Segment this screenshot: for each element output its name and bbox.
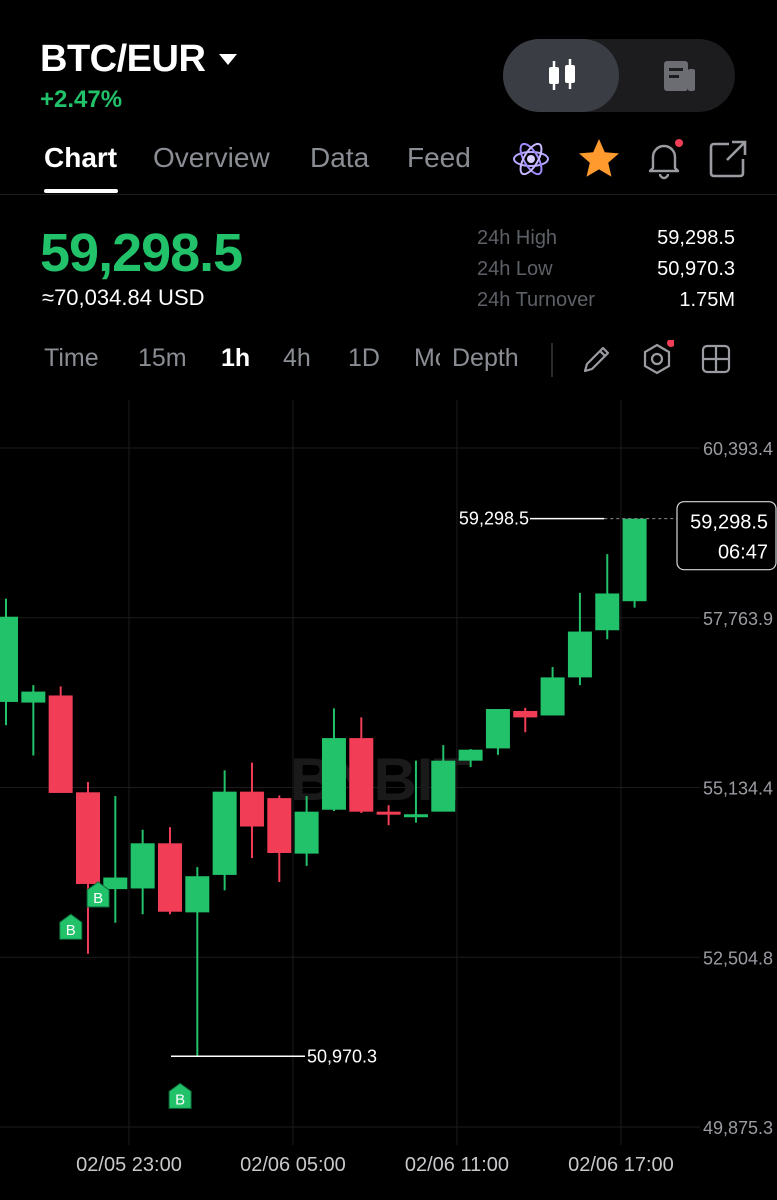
candle-body	[321, 738, 346, 810]
candlestick-view-button[interactable]	[503, 39, 619, 112]
stat-label-24h-low: 24h Low	[477, 258, 553, 280]
current-price-box-value: 59,298.5	[690, 512, 768, 534]
time-axis-label: 02/05 23:00	[76, 1154, 182, 1176]
tab-overview[interactable]: Overview	[153, 142, 270, 173]
pencil-icon[interactable]	[579, 340, 613, 378]
candle-body	[75, 792, 100, 884]
star-icon[interactable]	[576, 136, 622, 182]
time-axis: 02/05 23:00 02/06 05:00 02/06 11:00 02/06 1…	[76, 1154, 674, 1176]
trading-pair-selector[interactable]: BTC/EUR	[40, 38, 238, 81]
candle-body	[595, 593, 620, 631]
candles-layer	[0, 518, 647, 1057]
timeframe-time[interactable]: Time	[44, 344, 99, 372]
stat-value-24h-high: 59,298.5	[657, 227, 735, 249]
buy-marker-tag	[168, 1082, 192, 1109]
buy-marker: B	[59, 913, 83, 940]
candle-body	[212, 791, 237, 875]
price-axis-label: 49,875.3	[703, 1118, 773, 1138]
timeframe-1h[interactable]: 1h	[221, 344, 251, 372]
time-axis-label: 02/06 05:00	[240, 1154, 346, 1176]
stat-value-24h-turnover: 1.75M	[679, 289, 735, 311]
candle-body	[294, 811, 319, 854]
candle-body	[567, 631, 592, 678]
candle-body	[185, 876, 210, 913]
high-price-label: 59,298.5	[459, 509, 529, 529]
view-toggle	[503, 39, 735, 112]
layout-grid-icon[interactable]	[699, 340, 733, 378]
candlestick-icon	[549, 59, 575, 90]
time-axis-label: 02/06 17:00	[568, 1154, 674, 1176]
caret-down-icon	[219, 54, 238, 65]
candle-body	[267, 798, 292, 853]
stat-value-24h-low: 50,970.3	[657, 258, 735, 280]
candle-body	[103, 877, 128, 890]
buy-marker-tag	[86, 881, 110, 908]
price-axis: 60,393.4 57,763.9 55,134.4 52,504.8 49,875.3	[703, 439, 773, 1138]
candle-body	[513, 710, 538, 718]
main-tabs: Chart Overview Data Feed	[0, 130, 777, 193]
chart-grid	[0, 400, 700, 1145]
price-axis-label: 60,393.4	[703, 439, 773, 459]
candle-body	[349, 738, 374, 812]
candle-body	[48, 695, 73, 793]
info-view-button[interactable]	[619, 39, 735, 112]
tab-feed[interactable]: Feed	[407, 142, 471, 173]
candle-body	[0, 616, 18, 702]
last-price: 59,298.5	[40, 223, 243, 283]
buy-marker: B	[86, 881, 110, 908]
buy-marker: B	[168, 1082, 192, 1109]
candle-body	[130, 843, 155, 889]
candle-body	[540, 677, 565, 716]
tab-chart[interactable]: Chart	[44, 142, 118, 173]
candle-body	[622, 518, 647, 602]
price-change-percent: +2.47%	[40, 86, 123, 113]
candle-body	[376, 811, 401, 815]
stat-label-24h-turnover: 24h Turnover	[477, 289, 595, 311]
active-tab-indicator	[44, 189, 118, 193]
share-icon[interactable]	[705, 136, 751, 182]
converted-price: ≈70,034.84 USD	[42, 285, 205, 310]
bell-icon[interactable]	[641, 136, 687, 182]
indicator-settings-icon[interactable]	[640, 340, 674, 378]
tabs-divider	[0, 194, 777, 195]
timeframe-more[interactable]: Mo	[414, 344, 440, 372]
toolbar-separator	[551, 343, 553, 377]
time-axis-label: 02/06 11:00	[405, 1154, 509, 1176]
timeframe-15m[interactable]: 15m	[138, 344, 187, 372]
timeframe-1d[interactable]: 1D	[348, 344, 380, 372]
timeframe-depth[interactable]: Depth	[452, 344, 519, 372]
timeframe-4h[interactable]: 4h	[283, 344, 311, 372]
candle-body	[157, 843, 182, 912]
atom-icon[interactable]	[508, 136, 554, 182]
document-icon	[664, 61, 695, 91]
candle-body	[403, 814, 428, 818]
candle-body	[239, 791, 264, 827]
low-price-label: 50,970.3	[307, 1046, 377, 1066]
candle-body	[458, 749, 483, 761]
tab-data[interactable]: Data	[310, 142, 370, 173]
pair-name: BTC/EUR	[40, 38, 206, 80]
candle-body	[485, 709, 510, 749]
buy-marker-label: B	[66, 922, 76, 939]
candle-body	[21, 691, 46, 703]
price-axis-label: 52,504.8	[703, 948, 773, 968]
stat-label-24h-high: 24h High	[477, 227, 558, 249]
current-price-box	[676, 501, 777, 571]
candle-countdown: 06:47	[718, 542, 768, 564]
candle-body	[431, 760, 456, 812]
buy-marker-tag	[59, 913, 83, 940]
price-axis-label: 57,763.9	[703, 609, 773, 629]
price-axis-label: 55,134.4	[703, 779, 773, 799]
buy-marker-label: B	[93, 890, 103, 907]
buy-marker-label: B	[175, 1091, 185, 1108]
